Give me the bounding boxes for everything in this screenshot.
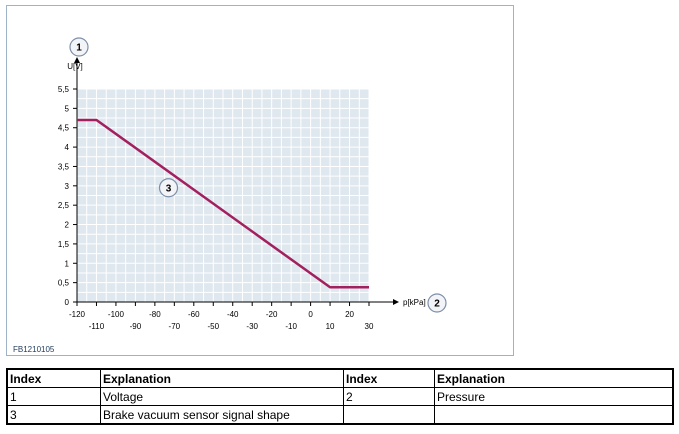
table-row: 1 Voltage 2 Pressure	[6, 387, 674, 406]
x-tick-label: -100	[108, 310, 125, 319]
callout-y-axis-circle	[69, 37, 89, 57]
header-explanation-1: Explanation	[100, 368, 344, 388]
cell-explanation: Brake vacuum sensor signal shape	[100, 405, 344, 425]
y-tick-label: 0	[65, 298, 70, 307]
y-tick-label: 3,5	[58, 162, 70, 171]
x-tick-label: -80	[149, 310, 161, 319]
x-tick-label: 0	[308, 310, 313, 319]
x-tick-label: 30	[365, 322, 374, 331]
cell-index: 2	[343, 387, 435, 406]
y-tick-label: 4,5	[58, 124, 70, 133]
y-tick-label: 1,5	[58, 240, 70, 249]
callout-x-axis-label: 2	[434, 299, 440, 310]
x-tick-label: -10	[285, 322, 297, 331]
callout-y-axis-label: 1	[76, 43, 82, 54]
callout-curve-circle	[158, 178, 179, 198]
y-tick-label: 4	[65, 143, 70, 152]
cell-explanation	[434, 405, 674, 425]
cell-index: 1	[6, 387, 101, 406]
y-axis-label: U[V]	[67, 62, 83, 71]
table-row: 3 Brake vacuum sensor signal shape	[6, 405, 674, 425]
cell-explanation: Voltage	[100, 387, 344, 406]
y-tick-label: 3	[65, 182, 70, 191]
cell-index: 3	[6, 405, 101, 425]
x-axis-arrow	[393, 299, 399, 305]
callout-x-axis-circle	[427, 293, 447, 313]
legend-header-row: Index Explanation Index Explanation	[6, 368, 674, 388]
y-tick-label: 5,5	[58, 85, 70, 94]
header-explanation-2: Explanation	[434, 368, 674, 388]
callout-curve-label: 3	[166, 183, 172, 194]
cell-explanation: Pressure	[434, 387, 674, 406]
x-tick-label: -20	[266, 310, 278, 319]
callout-y-axis: 1	[69, 37, 89, 57]
y-tick-label: 1	[65, 259, 70, 268]
x-tick-label: -60	[188, 310, 200, 319]
x-tick-label: -110	[89, 322, 105, 331]
figure-id: FB1210105	[13, 345, 55, 354]
x-tick-label: -120	[69, 310, 86, 319]
cell-index	[343, 405, 435, 425]
x-tick-label: -70	[169, 322, 181, 331]
y-tick-label: 5	[65, 104, 70, 113]
legend-table: Index Explanation Index Explanation 1 Vo…	[6, 368, 674, 425]
x-tick-label: -90	[130, 322, 142, 331]
callout-curve: 3	[158, 178, 179, 198]
y-axis-arrow	[74, 57, 80, 63]
x-axis-label: p[kPa]	[403, 298, 426, 307]
signal-curve	[77, 118, 369, 289]
header-index-1: Index	[6, 368, 101, 388]
x-tick-label: 20	[345, 310, 354, 319]
x-tick-label: -50	[207, 322, 219, 331]
x-tick-label: -30	[246, 322, 258, 331]
figure-frame: 0 0,5 1 1,5 2 2,5 3 3,5 4 4,5 5 5,5 -120 -100 -80 -60 -4…	[6, 5, 514, 356]
x-tick-label: -40	[227, 310, 239, 319]
x-tick-label: 10	[326, 322, 335, 331]
header-index-2: Index	[343, 368, 435, 388]
y-tick-label: 0,5	[58, 279, 70, 288]
y-tick-label: 2,5	[58, 201, 70, 210]
callout-x-axis: 2	[427, 293, 447, 313]
brake-vacuum-chart: 00,511,522,533,544,555,5-120 -100 -80 -60 -4…	[58, 37, 447, 331]
y-tick-label: 2	[65, 221, 70, 230]
